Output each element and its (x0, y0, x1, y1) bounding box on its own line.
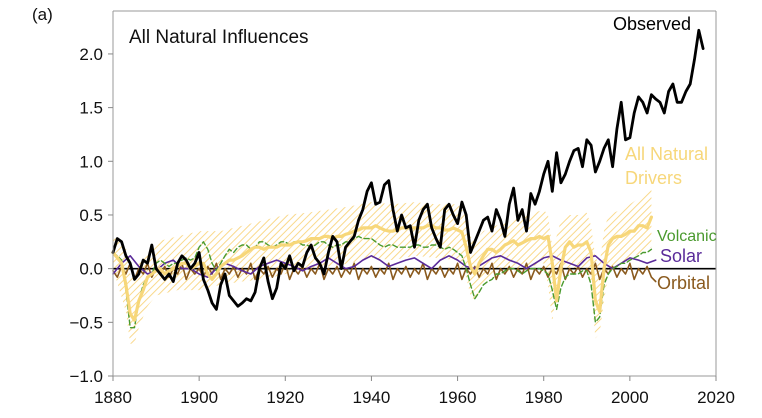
volcanic-series-line (112, 235, 653, 329)
y-tick-label: −0.5 (69, 313, 103, 332)
panel-label: (a) (32, 5, 53, 24)
axes-layer (112, 10, 717, 377)
all-natural-drivers-series-line (111, 215, 654, 322)
ticks-layer: 1880 1900 1920 1940 1960 1980 2000 2020 −1.0 −0.5… (69, 45, 734, 407)
volcanic-series-label: Volcanic (657, 228, 717, 245)
x-tick-label: 1960 (439, 388, 477, 407)
observed-series-label: Observed (613, 14, 691, 34)
x-tick-label: 2020 (697, 388, 735, 407)
natural-drivers-band-layer (113, 188, 652, 344)
y-tick-label: −1.0 (69, 367, 103, 386)
y-tick-label: 0.0 (79, 260, 103, 279)
x-tick-label: 1900 (180, 388, 218, 407)
y-tick-label: 1.5 (79, 99, 103, 118)
orbital-series-label: Orbital (657, 273, 710, 293)
x-tick-label: 1880 (94, 388, 132, 407)
x-tick-label: 2000 (611, 388, 649, 407)
x-tick-label: 1920 (266, 388, 304, 407)
x-tick-label: 1940 (353, 388, 391, 407)
y-tick-label: 2.0 (79, 45, 103, 64)
x-tick-label: 1980 (525, 388, 563, 407)
natural-drivers-label-line2: Drivers (625, 168, 682, 188)
series-layer (111, 28, 705, 329)
natural-drivers-uncertainty-band (113, 188, 652, 344)
y-tick-label: 1.0 (79, 152, 103, 171)
observed-series-line (111, 28, 705, 311)
solar-series-label: Solar (660, 246, 702, 266)
y-tick-label: 0.5 (79, 206, 103, 225)
chart-title: All Natural Influences (129, 27, 309, 48)
natural-drivers-label-line1: All Natural (625, 144, 708, 164)
